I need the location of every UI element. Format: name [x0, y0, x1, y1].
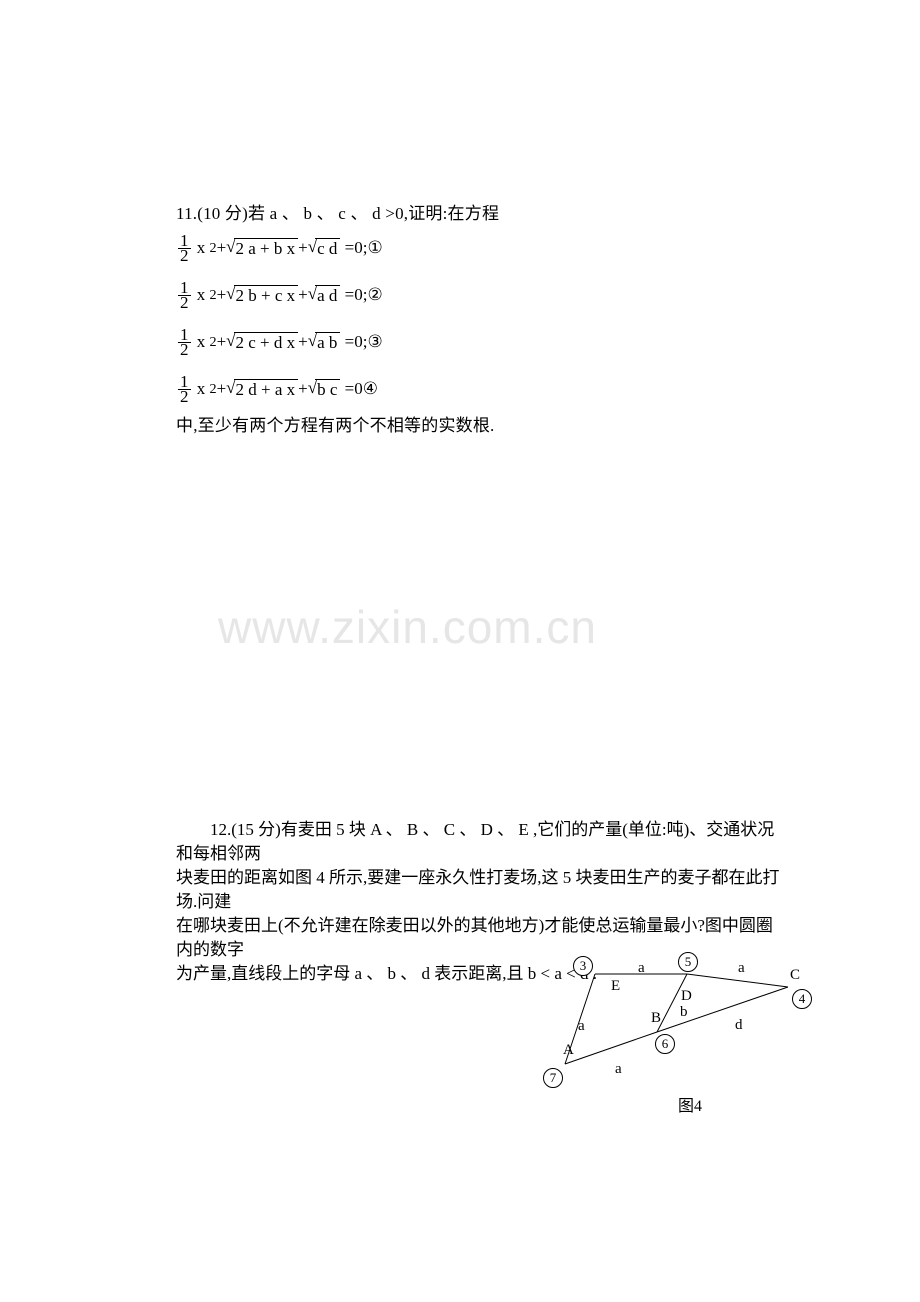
- sup2: 2: [210, 381, 217, 398]
- plus: +: [298, 332, 308, 352]
- frac: 1 2: [178, 234, 191, 263]
- q12-line2: 块麦田的距离如图 4 所示,要建一座永久性打麦场,这 5 块麦田生产的麦子都在此…: [176, 866, 786, 914]
- edge-label-B-D: b: [680, 1004, 688, 1021]
- edge-A-B: [565, 1032, 657, 1064]
- x-text: x: [193, 332, 210, 352]
- q11-eq-1: 1 2 x 2+ √2 a + b x + √c d =0;①: [176, 228, 383, 268]
- sqrt-arg: b c: [315, 379, 340, 398]
- node-circ-A: 7: [543, 1068, 563, 1088]
- q11-conclusion: 中,至少有两个方程有两个不相等的实数根.: [176, 412, 776, 440]
- sqrt: √2 a + b x: [226, 238, 298, 259]
- sqrt-arg: a d: [315, 285, 340, 304]
- q11-eq-4: 1 2 x 2+ √2 d + a x + √b c =0④: [176, 369, 378, 409]
- figure-4-svg: [520, 942, 820, 1092]
- eq-tail: =0;②: [340, 285, 382, 305]
- node-circ-D: 5: [678, 952, 698, 972]
- x-text: x: [193, 379, 210, 399]
- frac-den: 2: [178, 296, 191, 310]
- plus: +: [217, 238, 227, 258]
- edge-label-A-E: a: [578, 1018, 585, 1035]
- sup2: 2: [210, 334, 217, 351]
- q12-line1: 12.(15 分)有麦田 5 块 A 、 B 、 C 、 D 、 E ,它们的产…: [176, 818, 786, 866]
- frac-den: 2: [178, 390, 191, 404]
- sqrt-arg: 2 b + c x: [234, 285, 299, 304]
- plus: +: [217, 332, 227, 352]
- edge-label-B-C: d: [735, 1017, 743, 1034]
- sqrt: √2 d + a x: [226, 379, 298, 400]
- frac: 1 2: [178, 375, 191, 404]
- sqrt: √2 b + c x: [226, 285, 298, 306]
- x-text: x: [193, 285, 210, 305]
- node-letter-D: D: [681, 988, 692, 1005]
- plus: +: [298, 238, 308, 258]
- frac: 1 2: [178, 281, 191, 310]
- sqrt: √b c: [308, 379, 341, 400]
- figure-4: aaaabd7A3E6B5D4C 图4: [520, 942, 820, 1112]
- sqrt-arg: 2 d + a x: [234, 379, 299, 398]
- figure-4-caption: 图4: [640, 1092, 740, 1116]
- frac-den: 2: [178, 249, 191, 263]
- x-text: x: [193, 238, 210, 258]
- node-letter-E: E: [611, 978, 620, 995]
- node-letter-C: C: [790, 967, 800, 984]
- node-letter-B: B: [651, 1010, 661, 1027]
- node-circ-B: 6: [655, 1034, 675, 1054]
- sqrt-arg: a b: [315, 332, 340, 351]
- node-letter-A: A: [563, 1042, 574, 1059]
- edge-label-A-B: a: [615, 1061, 622, 1078]
- plus: +: [217, 379, 227, 399]
- sqrt: √a d: [308, 285, 341, 306]
- sqrt-arg: c d: [315, 238, 340, 257]
- sqrt-arg: 2 c + d x: [234, 332, 299, 351]
- sup2: 2: [210, 240, 217, 257]
- eq-tail: =0;①: [340, 238, 382, 258]
- eq-tail: =0;③: [340, 332, 382, 352]
- watermark-text: www.zixin.com.cn: [218, 600, 597, 654]
- frac-den: 2: [178, 343, 191, 357]
- eq-tail: =0④: [340, 379, 378, 399]
- edge-label-D-C: a: [738, 960, 745, 977]
- plus: +: [298, 379, 308, 399]
- plus: +: [217, 285, 227, 305]
- sqrt: √a b: [308, 332, 341, 353]
- plus: +: [298, 285, 308, 305]
- q11-lead: 11.(10 分)若 a 、 b 、 c 、 d >0,证明:在方程: [176, 200, 776, 228]
- node-circ-C: 4: [792, 989, 812, 1009]
- sup2: 2: [210, 287, 217, 304]
- node-circ-E: 3: [573, 956, 593, 976]
- q11-eq-3: 1 2 x 2+ √2 c + d x + √a b =0;③: [176, 322, 383, 362]
- sqrt-arg: 2 a + b x: [234, 238, 299, 257]
- sqrt: √2 c + d x: [226, 332, 298, 353]
- frac: 1 2: [178, 328, 191, 357]
- sqrt: √c d: [308, 238, 341, 259]
- edge-label-E-D: a: [638, 960, 645, 977]
- q11-eq-2: 1 2 x 2+ √2 b + c x + √a d =0;②: [176, 275, 383, 315]
